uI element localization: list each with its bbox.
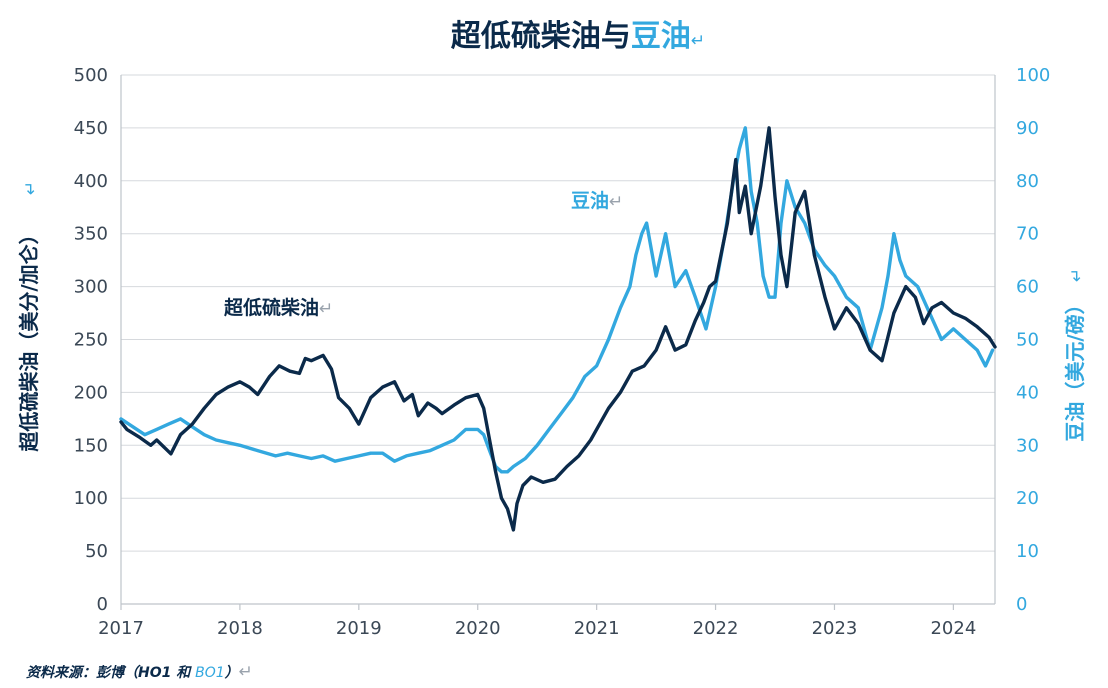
x-tick-label: 2019 — [336, 618, 382, 639]
source-suffix: ） — [224, 664, 239, 681]
y-tick-left-label: 500 — [74, 65, 108, 86]
annotation-diesel-label: 超低硫柴油 — [223, 296, 319, 319]
series-line-diesel — [119, 126, 997, 532]
x-tick-label: 2022 — [693, 618, 739, 639]
y-axis-right: 0 10 20 30 40 50 60 70 80 90 100 — [1016, 65, 1050, 615]
source-mark: ↵ — [239, 662, 253, 682]
x-tick-label: 2018 — [217, 618, 263, 639]
gridlines — [121, 74, 995, 605]
annotation-soy-label: 豆油 — [571, 190, 609, 212]
y-tick-right-label: 100 — [1016, 65, 1050, 86]
y-tick-left-label: 450 — [74, 118, 108, 139]
x-tick-label: 2024 — [930, 618, 976, 639]
y-tick-right-label: 90 — [1016, 118, 1039, 139]
y-tick-left-label: 200 — [74, 382, 108, 403]
chart-title-highlight: 豆油 — [631, 19, 691, 54]
y-tick-left-label: 350 — [74, 224, 108, 245]
y-tick-right-label: 10 — [1016, 541, 1039, 562]
x-tick-label: 2017 — [98, 618, 144, 639]
y-tick-left-label: 250 — [74, 330, 108, 351]
source-prefix: 资料来源：彭博（HO1 和 — [26, 664, 195, 681]
y-tick-right-label: 20 — [1016, 488, 1039, 509]
y-tick-left-label: 100 — [74, 488, 108, 509]
y-tick-left-label: 300 — [74, 277, 108, 298]
annotation-soy-mark: ↵ — [609, 192, 623, 212]
y-tick-right-label: 50 — [1016, 330, 1039, 351]
y-tick-right-label: 0 — [1016, 594, 1027, 615]
series-lines — [119, 126, 997, 532]
annotation-diesel-mark: ↵ — [319, 299, 333, 319]
y-tick-right-label: 30 — [1016, 435, 1039, 456]
y-axis-left-label: 超低硫柴油（美分/加仑） — [17, 224, 41, 452]
annotation-soy: 豆油↵ — [571, 190, 623, 212]
y-axis-left-label-mark: ↵ — [21, 181, 41, 195]
x-axis: 2017 2018 2019 2020 2021 2022 2023 2024 — [98, 75, 996, 639]
series-line-soy — [119, 126, 995, 474]
source-note: 资料来源：彭博（HO1 和 BO1）↵ — [26, 662, 253, 682]
x-tick-label: 2021 — [574, 618, 620, 639]
x-tick-label: 2023 — [812, 618, 858, 639]
x-tick-label: 2020 — [455, 618, 501, 639]
annotation-diesel: 超低硫柴油↵ — [223, 296, 333, 319]
y-tick-right-label: 70 — [1016, 224, 1039, 245]
y-axis-right-label: 豆油（美元/磅） — [1063, 294, 1087, 441]
y-tick-left-label: 150 — [74, 435, 108, 456]
y-tick-right-label: 80 — [1016, 171, 1039, 192]
chart-title: 超低硫柴油与豆油↵ — [451, 19, 705, 54]
y-tick-right-label: 60 — [1016, 277, 1039, 298]
source-highlight: BO1 — [195, 665, 225, 681]
chart-title-mark: ↵ — [691, 31, 705, 51]
y-axis-right-label-mark: ↵ — [1067, 268, 1087, 282]
y-tick-left-label: 50 — [85, 541, 108, 562]
y-tick-left-label: 0 — [97, 594, 108, 615]
y-tick-right-label: 40 — [1016, 382, 1039, 403]
chart-title-main: 超低硫柴油与 — [451, 19, 631, 54]
y-tick-left-label: 400 — [74, 171, 108, 192]
y-axis-left: 0 50 100 150 200 250 300 350 400 450 500 — [74, 65, 108, 615]
